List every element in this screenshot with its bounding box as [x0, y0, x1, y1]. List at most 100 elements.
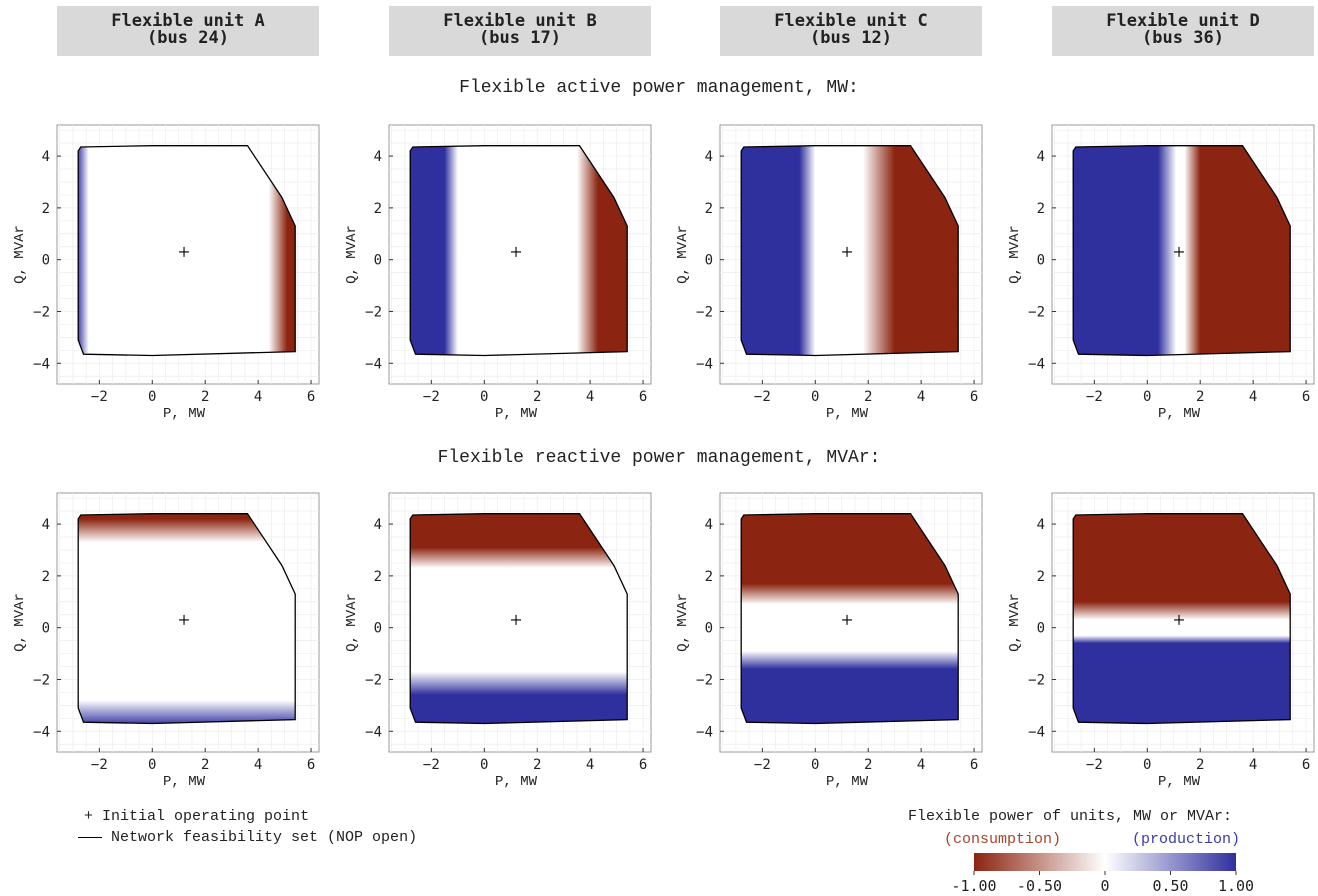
y-axis-label: Q, MVAr	[675, 593, 691, 652]
y-tick-label: −2	[365, 672, 382, 688]
x-tick-label: 0	[1143, 389, 1151, 405]
x-tick-label: 4	[586, 389, 594, 405]
x-axis-label: P, MW	[826, 406, 869, 422]
x-tick-label: 6	[970, 757, 978, 773]
legend-marker-item: + Initial operating point	[84, 808, 309, 825]
y-tick-label: 0	[374, 253, 382, 269]
y-axis-label: Q, MVAr	[1007, 225, 1023, 284]
x-axis-label: P, MW	[163, 406, 206, 422]
y-tick-label: 2	[1037, 201, 1045, 217]
x-tick-label: −2	[423, 389, 440, 405]
feasibility-region	[1072, 145, 1291, 357]
y-tick-label: 2	[705, 569, 713, 585]
x-tick-label: 2	[864, 389, 872, 405]
x-tick-label: −2	[1086, 389, 1103, 405]
x-tick-label: 2	[1196, 757, 1204, 773]
unit-header-a: Flexible unit A (bus 24)	[57, 6, 319, 56]
colorbar	[974, 853, 1236, 871]
y-tick-label: −2	[33, 672, 50, 688]
y-tick-label: −2	[33, 304, 50, 320]
y-tick-label: −2	[1028, 672, 1045, 688]
y-tick-label: 2	[42, 201, 50, 217]
x-tick-label: 6	[1302, 389, 1310, 405]
y-tick-label: 4	[42, 149, 50, 165]
y-axis-label: Q, MVAr	[1007, 593, 1023, 652]
x-axis-label: P, MW	[495, 774, 538, 790]
colorbar-tick-label: -1.00	[951, 877, 996, 895]
x-tick-label: 4	[1249, 757, 1257, 773]
y-tick-label: −4	[365, 356, 382, 372]
y-tick-label: −2	[696, 672, 713, 688]
y-tick-label: 2	[374, 201, 382, 217]
feasibility-region	[1072, 513, 1291, 725]
feasibility-region	[77, 145, 296, 357]
y-tick-label: −4	[365, 724, 382, 740]
y-tick-label: −4	[33, 356, 50, 372]
y-tick-label: −4	[33, 724, 50, 740]
y-tick-label: 2	[705, 201, 713, 217]
x-tick-label: 2	[201, 389, 209, 405]
y-tick-label: 4	[705, 517, 713, 533]
unit-header-d: Flexible unit D (bus 36)	[1052, 6, 1314, 56]
x-tick-label: −2	[754, 757, 771, 773]
x-tick-label: 6	[639, 389, 647, 405]
y-tick-label: 4	[705, 149, 713, 165]
x-tick-label: −2	[1086, 757, 1103, 773]
y-tick-label: 4	[374, 149, 382, 165]
initial-point-marker	[1174, 614, 1185, 625]
feasibility-region	[77, 513, 296, 725]
x-tick-label: 0	[480, 389, 488, 405]
x-tick-label: 6	[1302, 757, 1310, 773]
x-tick-label: 4	[254, 757, 262, 773]
initial-point-marker	[1174, 246, 1185, 257]
y-tick-label: 4	[1037, 517, 1045, 533]
x-tick-label: 0	[1143, 757, 1151, 773]
x-tick-label: 4	[1249, 389, 1257, 405]
line-swatch-icon	[78, 836, 102, 838]
y-tick-label: 0	[42, 253, 50, 269]
x-tick-label: −2	[423, 757, 440, 773]
initial-point-marker	[511, 614, 522, 625]
colorbar-tick-label: 1.00	[1218, 877, 1254, 895]
y-tick-label: −4	[696, 356, 713, 372]
x-tick-label: 2	[864, 757, 872, 773]
x-axis-label: P, MW	[1158, 406, 1201, 422]
panel-d-active: −2 0 2 4 6 −4 −2 0 2 4 P, MW Q, MVAr	[1007, 124, 1315, 422]
y-tick-label: 2	[42, 569, 50, 585]
x-tick-label: 6	[639, 757, 647, 773]
initial-point-marker	[511, 246, 522, 257]
y-tick-label: 0	[1037, 253, 1045, 269]
initial-point-marker	[842, 246, 853, 257]
y-tick-label: 0	[705, 621, 713, 637]
x-axis-label: P, MW	[826, 774, 869, 790]
unit-bus: (bus 36)	[1142, 28, 1224, 48]
x-tick-label: 6	[970, 389, 978, 405]
y-tick-label: 4	[374, 517, 382, 533]
x-tick-label: 0	[811, 389, 819, 405]
unit-bus: (bus 12)	[810, 28, 892, 48]
y-tick-label: −4	[696, 724, 713, 740]
y-tick-label: 0	[374, 621, 382, 637]
y-tick-label: 2	[374, 569, 382, 585]
x-axis-label: P, MW	[1158, 774, 1201, 790]
colorbar-tick-label: 0.50	[1152, 877, 1188, 895]
panel-b-active: −2 0 2 4 6 −4 −2 0 2 4 P, MW Q, MVAr	[344, 124, 652, 422]
x-tick-label: 6	[307, 757, 315, 773]
y-tick-label: −2	[1028, 304, 1045, 320]
y-axis-label: Q, MVAr	[344, 225, 360, 284]
x-tick-label: 6	[307, 389, 315, 405]
unit-name: Flexible unit A	[111, 11, 265, 31]
x-tick-label: 2	[533, 389, 541, 405]
panel-d-reactive: −2 0 2 4 6 −4 −2 0 2 4 P, MW Q, MVAr	[1007, 492, 1315, 790]
legend-line-item: Network feasibility set (NOP open)	[78, 829, 417, 846]
unit-name: Flexible unit D	[1106, 11, 1260, 31]
x-axis-label: P, MW	[163, 774, 206, 790]
panel-a-active: −2 0 2 4 6 −4 −2 0 2 4 P, MW Q, MVAr	[12, 124, 320, 422]
x-tick-label: 4	[917, 389, 925, 405]
colorbar-production-label: (production)	[1132, 831, 1241, 848]
x-tick-label: 0	[811, 757, 819, 773]
x-tick-label: −2	[754, 389, 771, 405]
x-tick-label: 4	[586, 757, 594, 773]
feasibility-region	[409, 513, 628, 725]
